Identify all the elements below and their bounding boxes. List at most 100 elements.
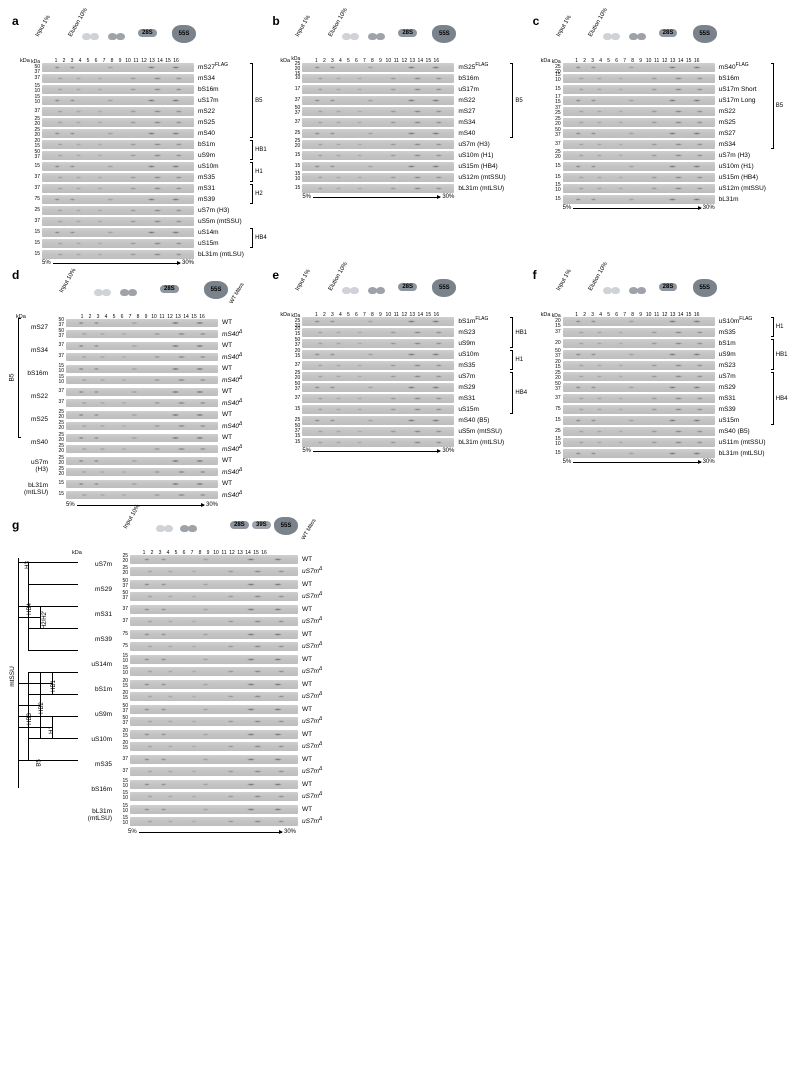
western-blot-strip (563, 162, 715, 171)
panel-letter-f: f (533, 268, 537, 282)
western-blot-strip (42, 63, 194, 72)
gel-row: 75mS39 (28, 194, 264, 204)
condition-label-ko: uS7mΔ (302, 816, 322, 825)
mw-marker: 1510 (28, 84, 40, 94)
protein-label: uS12m (mtSSU) (719, 185, 766, 192)
gel-row: kDa5037mS27FLAG (28, 62, 264, 72)
gel-row: 1510 uS12m (mtSSU) (549, 183, 785, 193)
western-blot-strip (130, 630, 298, 639)
panel-letter-c: c (533, 14, 540, 28)
western-blot-strip (302, 63, 454, 72)
protein-label: uS9m (719, 351, 736, 358)
mw-marker: 15 (549, 175, 561, 180)
western-blot-strip (302, 317, 454, 326)
western-blot-strip (130, 655, 298, 664)
mw-marker: 37 (549, 330, 561, 335)
western-blot-strip (130, 642, 298, 651)
condition-label-ko: uS7mΔ (302, 616, 322, 625)
condition-label-wt: WT (222, 457, 232, 464)
mw-marker: 25 (288, 418, 300, 423)
mw-marker: 3725 (549, 106, 561, 116)
intermediate-icon (350, 33, 359, 40)
western-blot-strip (563, 339, 715, 348)
mw-marker: 2015 (28, 139, 40, 149)
55s-blob: 55S (204, 281, 228, 299)
mw-marker: 37 (549, 396, 561, 401)
gel-row: 37uS5m (mtSSU) (28, 216, 264, 226)
western-blot-strip (42, 184, 194, 193)
mw-marker: 1510 (549, 183, 561, 193)
western-blot-strip (130, 717, 298, 726)
western-blot-strip (130, 730, 298, 739)
group-label: B5 (515, 98, 522, 104)
western-blot-strip (302, 394, 454, 403)
western-blot-strip (563, 372, 715, 381)
protein-name-left: uS9m (80, 712, 114, 719)
mw-marker: 5037 (549, 128, 561, 138)
intermediate-icon (637, 287, 646, 294)
western-blot-strip (66, 342, 218, 350)
gel-row: 5037uS9m (549, 349, 785, 359)
western-blot-strip (563, 383, 715, 392)
group-label: B5 (776, 103, 783, 109)
western-blot-strip (130, 805, 298, 814)
kda-label: kDa (72, 550, 82, 556)
mw-marker: 15 (28, 241, 40, 246)
panel-b: b Input 1%Elution 10%28S55SkDa1234567891… (270, 18, 524, 266)
gel-row: 15bL31m (mtLSU) (549, 448, 785, 458)
western-blot-strip (130, 667, 298, 676)
protein-label: uS15m (HB4) (458, 163, 497, 170)
western-blot-strip (66, 434, 218, 442)
protein-label: mS40 (458, 130, 475, 137)
condition-label-wt: WT (302, 556, 312, 563)
header-schematic: 28S39S55SWT Mitos (126, 519, 296, 539)
gel-row: 37mS31 (28, 183, 264, 193)
group-bracket (250, 162, 253, 182)
western-blot-strip (130, 692, 298, 701)
western-blot-strip (66, 388, 218, 396)
protein-label: bL31m (mtLSU) (458, 439, 504, 446)
protein-name-left: bL31m (mtLSU) (80, 809, 114, 822)
protein-label: mS23 (719, 362, 736, 369)
pair-bs16m: bS16m1510WT1510uS7mΔ (80, 779, 322, 802)
protein-label: mS31 (198, 185, 215, 192)
mw-marker: 37 (28, 175, 40, 180)
mw-marker: 37 (288, 363, 300, 368)
28s-badge: 28S (398, 283, 417, 291)
gel-row: 15uS10m (H1) (288, 150, 524, 160)
western-blot-strip (563, 449, 715, 458)
mw-marker: 37 (28, 76, 40, 81)
protein-name-left: mS25 (24, 417, 50, 424)
mw-marker: 2520 (288, 371, 300, 381)
western-blot-strip (302, 416, 454, 425)
lane-header: Input 10%28S55SWT MitoskDa12345678910111… (24, 288, 242, 318)
header-schematic: 28S55S (559, 281, 729, 301)
panel-e: e Input 1%Elution 10%28S55SkDa1234567891… (270, 272, 524, 508)
mw-marker: 15 (549, 87, 561, 92)
gel-row: 75mS39 (549, 404, 785, 414)
intermediate-icon (350, 287, 359, 294)
western-blot-strip (302, 361, 454, 370)
western-blot-strip (302, 405, 454, 414)
mw-marker: 37 (28, 109, 40, 114)
gel-row: 5037mS29 (288, 382, 524, 392)
mw-marker: 5037 (288, 338, 300, 348)
condition-label-ko: mS40Δ (222, 421, 242, 430)
gradient-axis: 5%30% (66, 502, 218, 508)
panel-f: f Input 1%Elution 10%28S55SkDa1234567891… (531, 272, 785, 508)
condition-label-wt: WT (302, 756, 312, 763)
mw-marker: 5037 (288, 106, 300, 116)
western-blot-strip (563, 63, 715, 72)
mw-marker: 15 (549, 164, 561, 169)
28s-badge: 28S (398, 29, 417, 37)
group-bracket (510, 317, 513, 348)
group-label: HB1 (255, 147, 267, 153)
western-blot-strip (130, 755, 298, 764)
protein-label: uS7m (H3) (458, 141, 489, 148)
b5-label: B5 (8, 374, 15, 382)
condition-label-ko: mS40Δ (222, 398, 242, 407)
pair-ms34: mS3437WT37mS40Δ (24, 341, 242, 362)
western-blot-strip (130, 555, 298, 564)
western-blot-strip (302, 107, 454, 116)
mw-marker: 17 (288, 87, 300, 92)
